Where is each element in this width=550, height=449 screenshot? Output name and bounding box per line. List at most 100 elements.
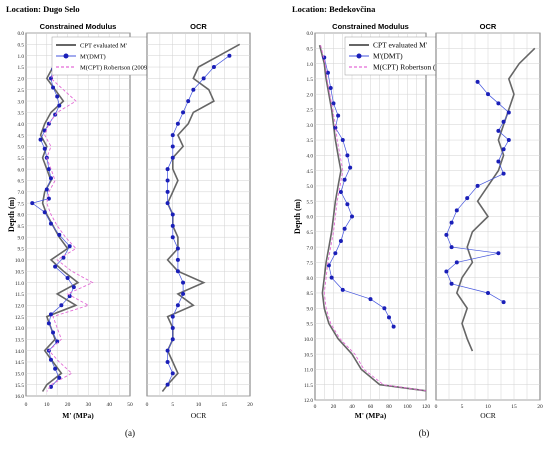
data-point: [170, 325, 175, 330]
x-tick-label: 20: [331, 404, 337, 410]
panel-modulus: Constrained Modulus 0 10 20 30 40 50 M' (MPa) CP…: [25, 22, 153, 420]
data-point: [42, 146, 47, 151]
panel-ocr: OCR 0 5 10 15 20 OCR: [146, 22, 253, 420]
depth-tick-label: 9.0: [307, 306, 314, 312]
depth-tick-label: 4.0: [307, 154, 314, 160]
legend-marker: [356, 53, 362, 59]
depth-tick-label: 6.0: [18, 167, 25, 173]
x-tick-label: 50: [127, 402, 133, 408]
data-point: [55, 339, 60, 344]
x-axis-label: M' (MPa): [62, 411, 94, 420]
depth-tick-label: 3.0: [18, 99, 25, 105]
data-point: [175, 303, 180, 308]
depth-tick-label: 2.5: [18, 88, 25, 94]
location-label: Location: Bedekovčina: [292, 4, 376, 14]
legend-label: CPT evaluated M': [80, 43, 127, 50]
data-point: [475, 79, 480, 84]
data-point: [382, 306, 387, 311]
data-point: [67, 294, 72, 299]
data-point: [48, 312, 53, 317]
depth-tick-label: 1.0: [307, 62, 314, 68]
x-axis-label: M' (MPa): [355, 411, 387, 420]
data-point: [501, 119, 506, 124]
data-point: [191, 87, 196, 92]
data-point: [170, 371, 175, 376]
series-line-gray-line: [318, 45, 426, 392]
depth-tick-label: 6.0: [307, 215, 314, 221]
y-axis-label: Depth (m): [293, 199, 302, 234]
data-point: [348, 165, 353, 170]
data-point: [59, 303, 64, 308]
depth-tick-label: 0.5: [18, 43, 25, 49]
data-point: [30, 201, 35, 206]
depth-tick-label: 8.0: [307, 276, 314, 282]
legend-label: CPT evaluated M': [373, 41, 428, 50]
depth-tick-label: 7.0: [18, 190, 25, 196]
data-point: [170, 235, 175, 240]
x-tick-label: 5: [461, 404, 464, 410]
depth-tick-label: 5.0: [307, 184, 314, 190]
data-point: [496, 159, 501, 164]
data-point: [333, 125, 338, 130]
x-tick-label: 0: [146, 402, 149, 408]
data-point: [486, 92, 490, 97]
depth-tick-label: 14.0: [15, 349, 24, 355]
data-point: [342, 226, 347, 231]
series-line-gray-line: [39, 44, 80, 392]
x-axis-label: OCR: [191, 411, 206, 420]
data-point: [170, 133, 175, 138]
data-point: [165, 167, 170, 172]
data-point: [211, 65, 216, 70]
data-point: [444, 232, 449, 237]
data-point: [449, 220, 454, 225]
legend: CPT evaluated M' M'(DMT) M(CPT) Robertson …: [51, 36, 153, 76]
data-point: [501, 171, 506, 176]
depth-tick-label: 1.5: [18, 65, 25, 71]
depth-tick-label: 3.0: [307, 123, 314, 129]
panel-label: (a): [125, 428, 135, 438]
data-point: [340, 287, 345, 292]
x-tick-label: 20: [65, 402, 71, 408]
data-point: [328, 86, 333, 91]
data-point: [165, 189, 170, 194]
data-point: [46, 167, 51, 172]
data-point: [345, 202, 350, 207]
data-point: [170, 144, 175, 149]
data-point: [350, 214, 354, 219]
depth-tick-label: 4.0: [18, 122, 25, 128]
depth-tick-label: 13.0: [15, 326, 24, 332]
data-point: [175, 246, 180, 251]
data-point: [465, 196, 470, 201]
data-point: [506, 110, 511, 115]
data-point: [340, 138, 345, 143]
depth-tick-label: 0.5: [307, 46, 314, 52]
data-point: [496, 101, 501, 106]
x-tick-label: 10: [485, 404, 491, 410]
data-point: [67, 244, 72, 249]
panel-title: OCR: [480, 22, 497, 31]
data-point: [57, 232, 62, 237]
depth-tick-label: 2.0: [307, 92, 314, 98]
x-tick-label: 40: [106, 402, 112, 408]
data-point: [368, 297, 373, 302]
figure-a: Location: Dugo Selo Depth (m) 0.0 0.5 1.0 1.5…: [6, 4, 253, 438]
panel-modulus: Constrained Modulus 0 20 40 60 80 100 120 M' (MP…: [314, 22, 466, 420]
series-line-blue-dots: [445, 81, 510, 303]
depth-tick-label: 7.0: [307, 245, 314, 251]
depth-tick-label: 16.0: [15, 394, 24, 400]
panel-title: Constrained Modulus: [332, 22, 409, 31]
data-point: [501, 147, 506, 152]
panel-title: Constrained Modulus: [40, 22, 117, 31]
x-tick-label: 0: [435, 404, 438, 410]
data-point: [170, 155, 175, 160]
depth-tick-label: 3.5: [307, 138, 314, 144]
data-point: [331, 101, 336, 106]
x-tick-label: 0: [25, 402, 28, 408]
data-point: [449, 281, 454, 286]
depth-tick-label: 1.5: [307, 77, 314, 83]
data-point: [486, 290, 490, 295]
x-tick-label: 60: [368, 404, 374, 410]
data-point: [501, 300, 506, 305]
data-point: [201, 76, 206, 81]
data-point: [387, 315, 391, 320]
